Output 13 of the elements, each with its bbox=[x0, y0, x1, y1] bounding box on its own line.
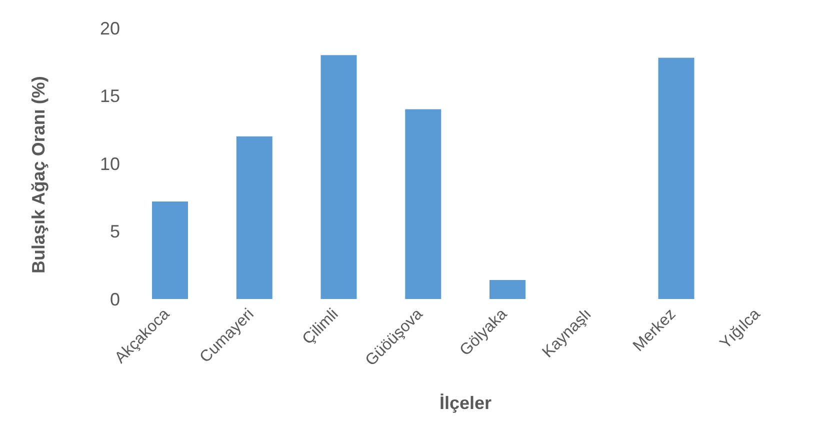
y-tick-label: 15 bbox=[100, 86, 120, 106]
x-axis-title: İlçeler bbox=[439, 393, 492, 413]
bar bbox=[405, 109, 442, 299]
bar bbox=[236, 136, 272, 299]
y-tick-label: 0 bbox=[110, 289, 120, 310]
y-tick-label: 5 bbox=[110, 222, 120, 242]
y-tick-label: 10 bbox=[100, 154, 120, 174]
y-axis-title: Bulaşık Ağaç Oranı (%) bbox=[28, 76, 48, 274]
bar bbox=[152, 201, 188, 299]
bar bbox=[658, 58, 694, 299]
y-tick-label: 20 bbox=[100, 18, 120, 38]
bar bbox=[490, 280, 526, 299]
bar bbox=[320, 55, 357, 299]
